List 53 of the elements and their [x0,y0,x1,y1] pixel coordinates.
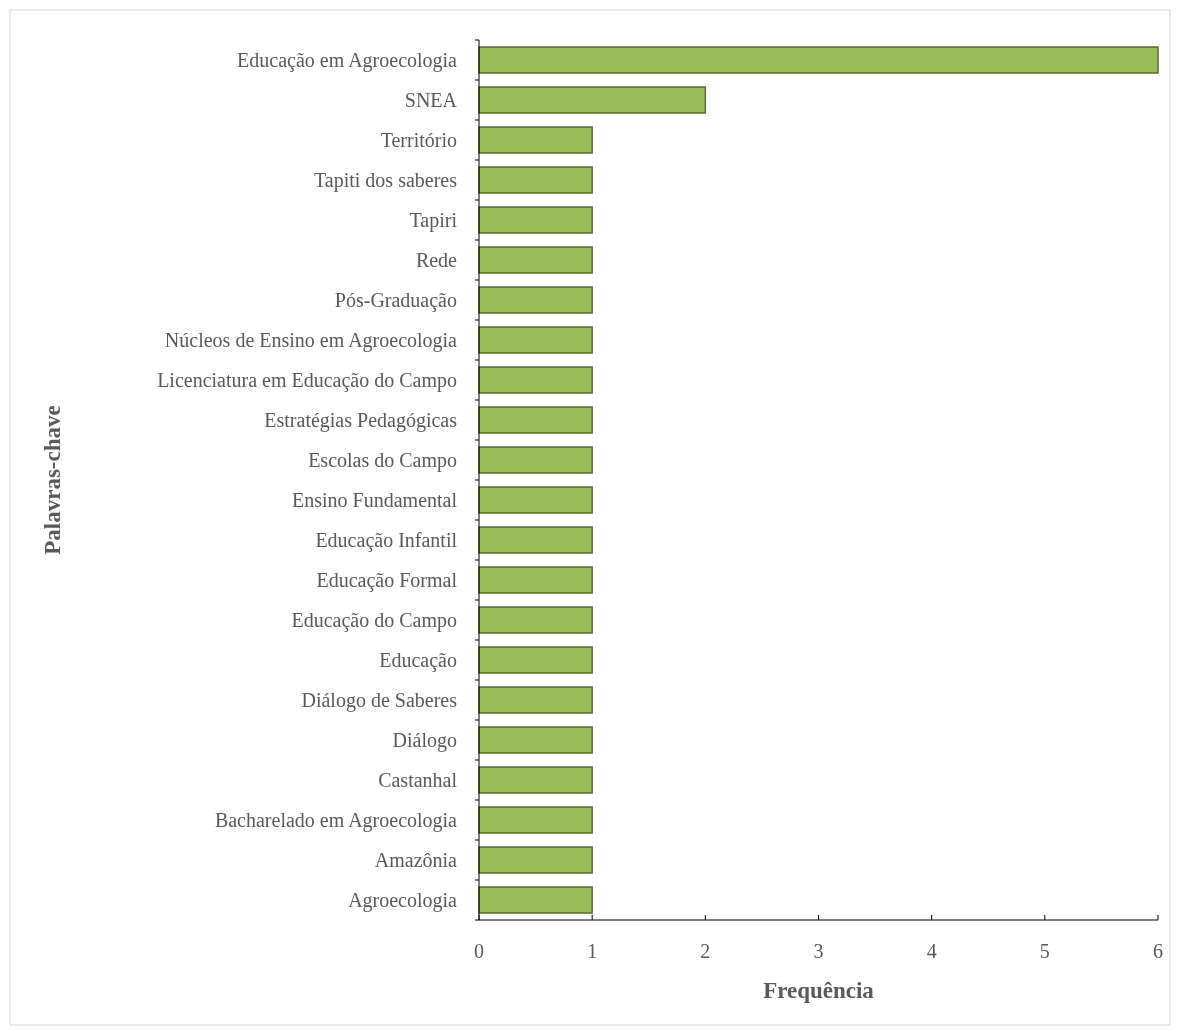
x-tick-label: 6 [1153,940,1163,962]
y-tick-label: Bacharelado em Agroecologia [214,809,458,832]
x-tick-label: 1 [587,940,598,962]
bar [478,606,593,634]
y-tick-label: Rede [415,249,458,271]
bar [478,846,593,874]
y-tick-label: Tapiti dos saberes [313,169,458,192]
y-tick-label: Tapiri [409,209,458,232]
x-tick-label: 4 [926,940,937,962]
bar [478,46,1159,74]
y-tick-label: Educação Formal [316,569,458,592]
bar [478,526,593,554]
bar [478,326,593,354]
bar [478,566,593,594]
x-tick-label: 0 [474,940,484,962]
y-tick-label: Diálogo de Saberes [301,689,458,712]
bar [478,486,593,514]
y-tick-label: Educação do Campo [291,609,457,632]
bar [478,886,593,914]
y-tick-label: Educação em Agroecologia [237,49,458,72]
y-tick-label: Ensino Fundamental [292,489,458,511]
bar [478,646,593,674]
bar [478,686,593,714]
y-tick-label: Pós-Graduação [334,289,457,312]
y-tick-label: Estratégias Pedagógicas [264,409,458,432]
y-tick-label: Núcleos de Ensino em Agroecologia [164,329,458,352]
bar [478,366,593,394]
bar [478,806,593,834]
x-axis-title: Frequência [763,978,875,1003]
bar [478,86,707,114]
y-tick-label: Educação [379,649,457,672]
y-tick-label: Diálogo [392,729,457,752]
y-tick-label: Castanhal [378,769,458,791]
x-tick-label: 5 [1039,940,1050,962]
y-tick-label: Escolas do Campo [308,449,457,472]
bar [478,406,593,434]
y-axis-title: Palavras-chave [40,405,65,555]
y-tick-label: Licenciatura em Educação do Campo [157,369,457,392]
bar [478,126,593,154]
y-tick-label: Educação Infantil [315,529,458,552]
bar [478,286,593,314]
x-tick-label: 3 [813,940,824,962]
bar [478,766,593,794]
bar [478,726,593,754]
y-tick-label: SNEA [404,89,458,111]
bar [478,446,593,474]
y-tick-label: Amazônia [374,849,458,871]
bar [478,166,593,194]
y-tick-label: Território [380,129,457,151]
bar [478,206,593,234]
x-tick-label: 2 [700,940,711,962]
bar [478,246,593,274]
y-tick-label: Agroecologia [348,889,458,912]
